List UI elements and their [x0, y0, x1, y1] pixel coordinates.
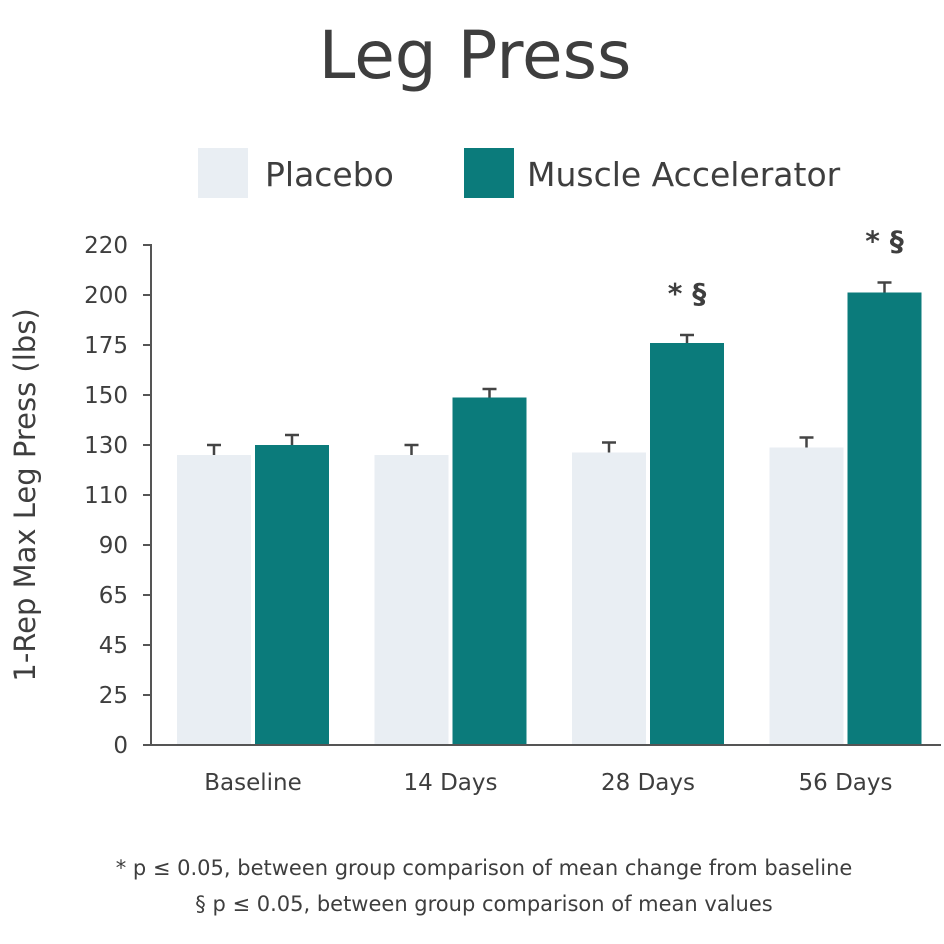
bar-muscle-accelerator: [650, 343, 724, 745]
y-axis: 0 25 45 65 90 110 130 150 175 200 220: [84, 233, 151, 759]
x-tick-label: 14 Days: [404, 770, 498, 796]
y-tick-label: 90: [99, 533, 128, 559]
y-tick-label: 175: [84, 333, 128, 359]
y-tick-label: 150: [84, 383, 128, 409]
bar-placebo: [572, 452, 646, 745]
significance-annotation: * §: [668, 277, 706, 310]
y-tick-label: 45: [99, 633, 128, 659]
y-tick-label: 110: [84, 483, 128, 509]
bar-placebo: [769, 447, 844, 745]
legend-swatch-placebo: [198, 148, 248, 198]
x-tick-label: 56 Days: [799, 770, 893, 796]
y-tick-label: 65: [99, 583, 128, 609]
x-tick-label: 28 Days: [601, 770, 695, 796]
significance-annotation: * §: [865, 225, 903, 258]
y-tick-label: 25: [99, 683, 128, 709]
legend-label-muscle-accelerator: Muscle Accelerator: [527, 155, 841, 194]
bar-placebo: [374, 455, 449, 745]
legend-label-placebo: Placebo: [265, 155, 394, 194]
y-axis-label: 1-Rep Max Leg Press (lbs): [8, 308, 42, 681]
bar-placebo: [177, 455, 251, 745]
legend: Placebo Muscle Accelerator: [198, 148, 841, 198]
y-tick-label: 130: [84, 433, 128, 459]
bars: * § * §: [177, 225, 922, 745]
y-tick-label: 220: [84, 233, 128, 259]
legend-swatch-muscle-accelerator: [464, 148, 514, 198]
y-tick-label: 0: [113, 733, 128, 759]
x-tick-label: Baseline: [204, 770, 302, 796]
x-axis: Baseline 14 Days 28 Days 56 Days: [204, 770, 892, 796]
bar-muscle-accelerator: [847, 292, 922, 745]
footnote-2: § p ≤ 0.05, between group comparison of …: [195, 892, 772, 916]
bar-muscle-accelerator: [452, 397, 527, 745]
footnote-1: * p ≤ 0.05, between group comparison of …: [116, 856, 853, 880]
chart-title: Leg Press: [319, 17, 632, 94]
y-tick-label: 200: [84, 283, 128, 309]
bar-muscle-accelerator: [255, 445, 329, 745]
